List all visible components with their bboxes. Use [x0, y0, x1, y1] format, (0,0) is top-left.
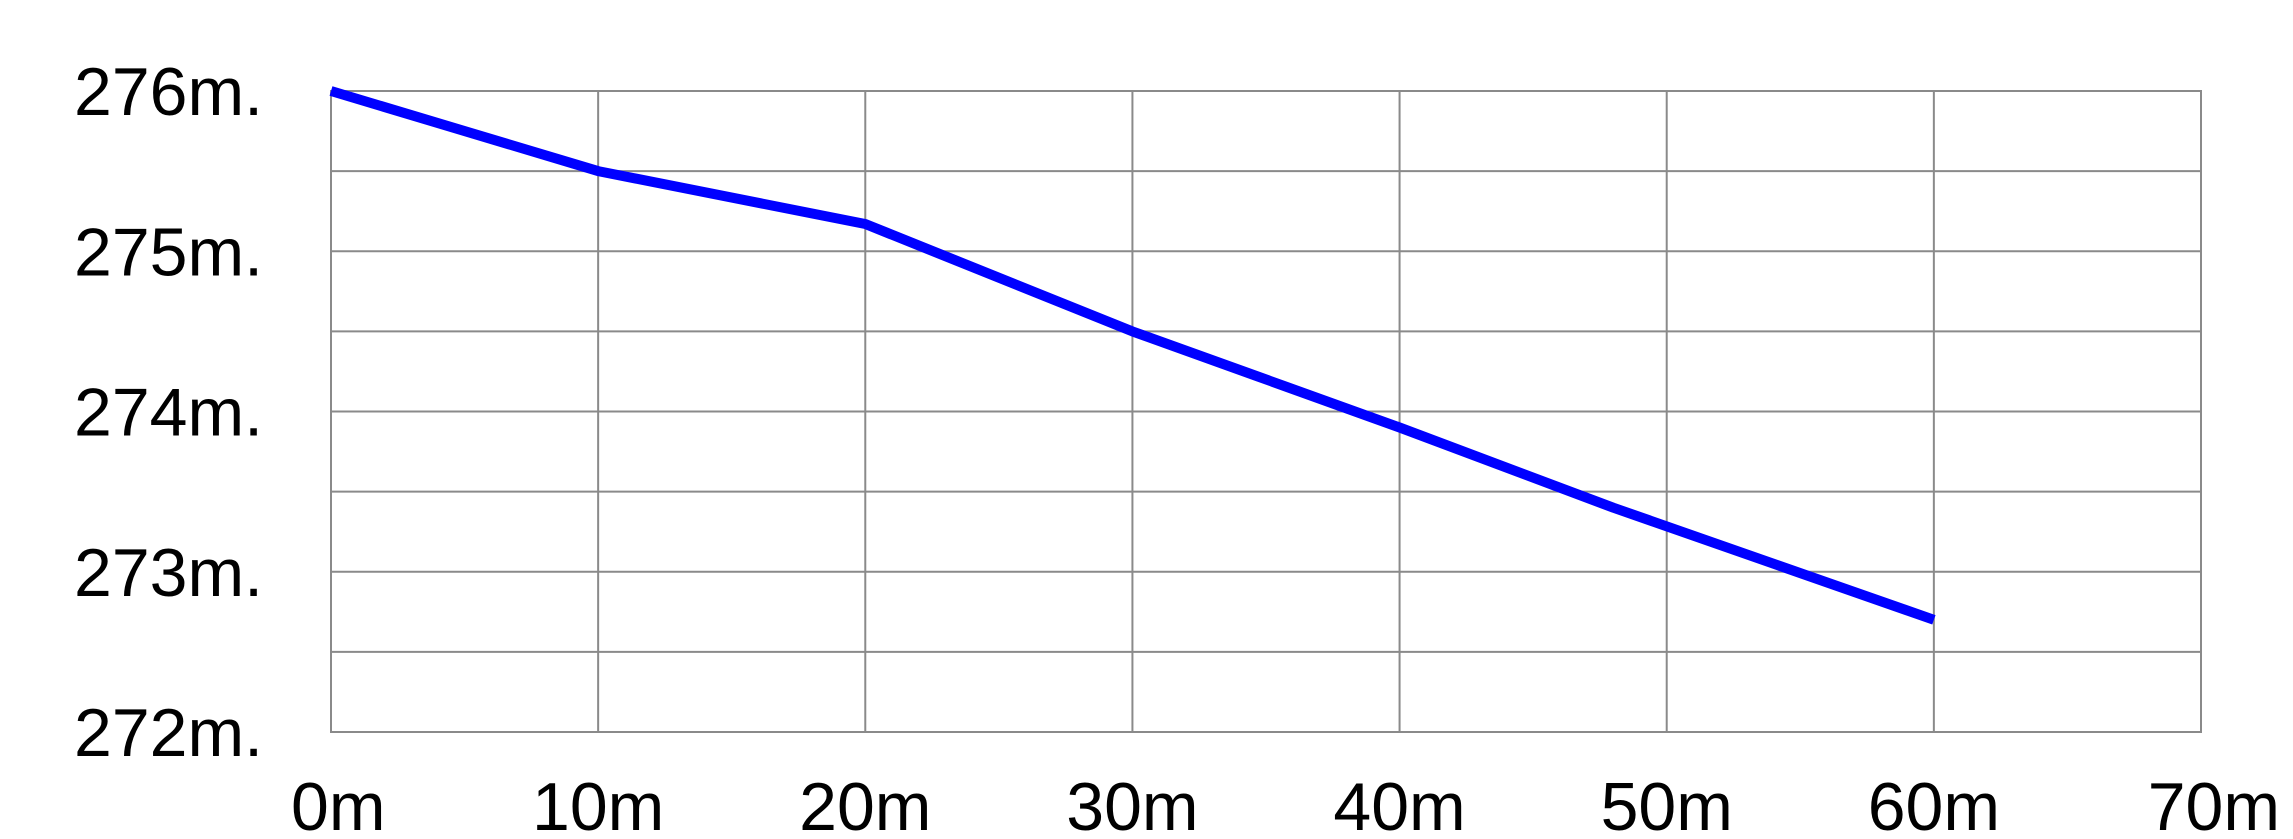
- x-tick-label: 40m: [1333, 769, 1465, 839]
- y-tick-label: 275m.: [74, 214, 263, 290]
- x-tick-label: 10m: [532, 769, 664, 839]
- x-tick-label: 70m: [2148, 769, 2280, 839]
- x-tick-label: 60m: [1868, 769, 2000, 839]
- series-layer: [329, 86, 1936, 625]
- x-tick-label: 20m: [799, 769, 931, 839]
- y-tick-label: 274m.: [74, 375, 263, 451]
- y-tick-label: 273m.: [74, 535, 263, 611]
- y-tick-label: 272m.: [74, 695, 263, 771]
- x-tick-label: 0m: [291, 769, 385, 839]
- series-line-0: [329, 86, 1936, 625]
- x-tick-label: 50m: [1601, 769, 1733, 839]
- x-tick-label: 30m: [1066, 769, 1198, 839]
- y-axis-tick-labels: 276m. 275m. 274m. 273m. 272m.: [74, 54, 263, 771]
- grid: [331, 91, 2201, 732]
- x-axis-tick-labels: 0m 10m 20m 30m 40m 50m 60m 70m: [291, 769, 2280, 839]
- plot-area-border: [330, 90, 2202, 733]
- y-tick-label: 276m.: [74, 54, 263, 130]
